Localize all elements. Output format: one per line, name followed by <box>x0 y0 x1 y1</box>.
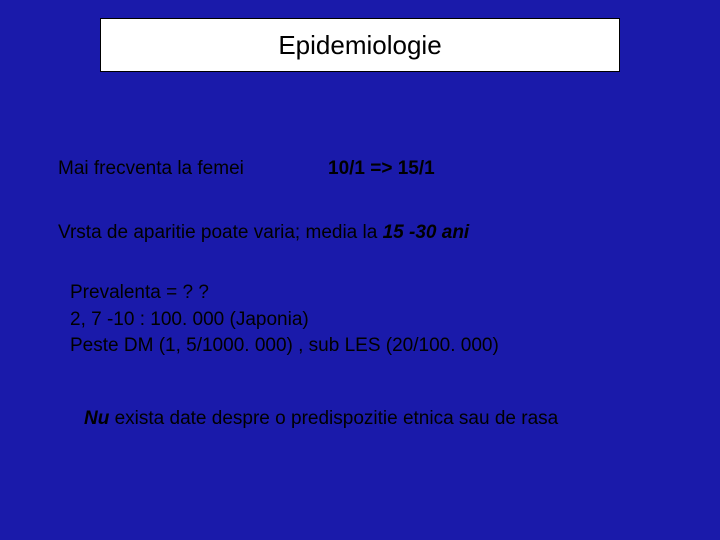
title-box: Epidemiologie <box>100 18 620 72</box>
ethnic-predisposition-text: exista date despre o predispozitie etnic… <box>109 408 558 429</box>
frequency-ratio: 10/1 => 15/1 <box>328 158 435 180</box>
prevalence-line-2: 2, 7 -10 : 100. 000 (Japonia) <box>70 307 499 334</box>
emphasis-nu: Nu <box>84 408 109 429</box>
slide-title: Epidemiologie <box>278 30 441 61</box>
prevalence-line-1: Prevalenta = ? ? <box>70 280 499 307</box>
age-onset-line: Vrsta de aparitie poate varia; media la … <box>58 222 469 244</box>
prevalence-line-3: Peste DM (1, 5/1000. 000) , sub LES (20/… <box>70 333 499 360</box>
age-onset-range: 15 -30 ani <box>383 222 470 243</box>
prevalence-block: Prevalenta = ? ? 2, 7 -10 : 100. 000 (Ja… <box>70 280 499 360</box>
ethnic-predisposition-line: Nu exista date despre o predispozitie et… <box>84 408 558 430</box>
age-onset-prefix: Vrsta de aparitie poate varia; media la <box>58 222 383 243</box>
frequency-text: Mai frecventa la femei <box>58 158 244 180</box>
